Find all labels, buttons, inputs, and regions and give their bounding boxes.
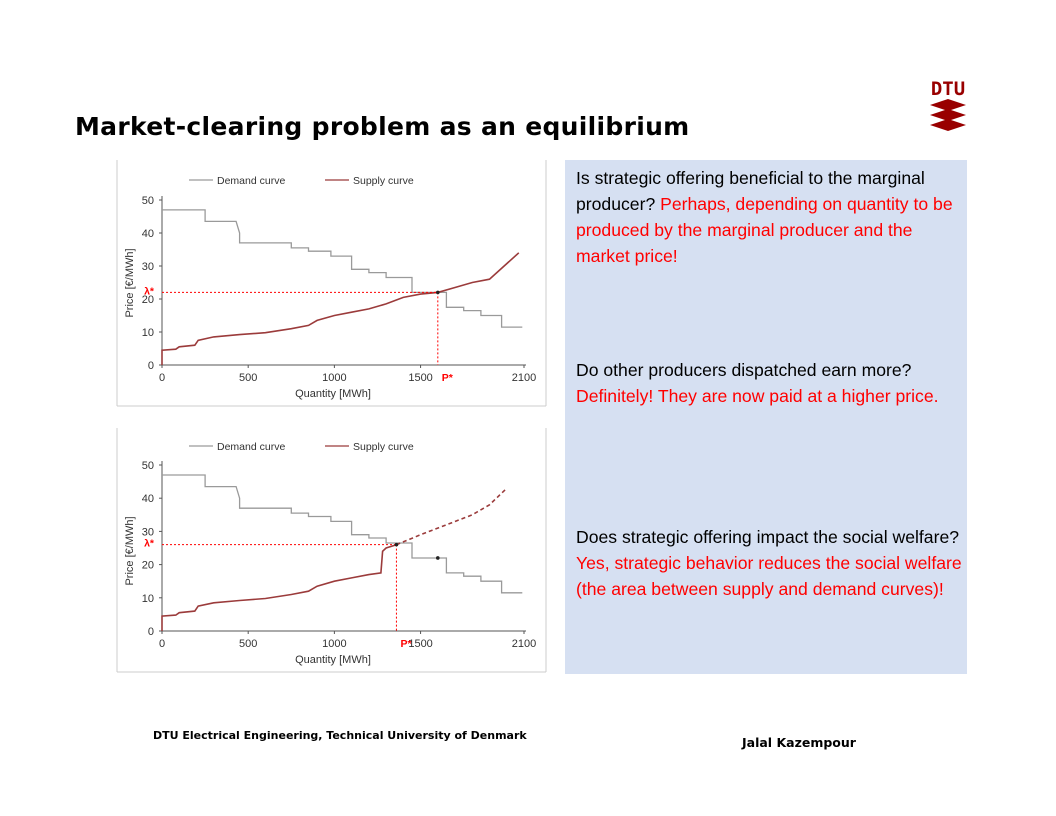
supply-curve-line (161, 252, 520, 365)
question-text: Do other producers dispatched earn more? (576, 360, 912, 380)
question-text: Is strategic offering beneficial to the … (576, 168, 925, 214)
x-tick-label: 2100 (512, 372, 536, 384)
x-tick-label: 2100 (512, 638, 536, 650)
previous-clearing-point (436, 556, 440, 560)
y-tick-label: 40 (142, 493, 154, 505)
footer-institution: DTU Electrical Engineering, Technical Un… (153, 729, 527, 742)
qa-item-strategic-offering: Is strategic offering beneficial to the … (576, 165, 964, 269)
dtu-logo: DTU (928, 76, 968, 136)
p-star-label: P* (442, 372, 454, 384)
supply-curve-strategic-dashed (396, 487, 508, 546)
legend-demand-label: Demand curve (217, 175, 285, 187)
x-tick-label: 500 (239, 372, 257, 384)
y-tick-label: 20 (142, 560, 154, 572)
logo-chevrons-icon (930, 99, 966, 131)
footer-author: Jalal Kazempour (742, 735, 856, 750)
logo-text: DTU (931, 78, 965, 100)
question-text: Does strategic offering impact the socia… (576, 527, 960, 547)
y-tick-label: 30 (142, 526, 154, 538)
y-tick-label: 0 (148, 360, 154, 372)
answer-text: Definitely! They are now paid at a highe… (576, 386, 939, 406)
x-tick-label: 1500 (408, 638, 432, 650)
chart-strategic-equilibrium: Demand curve Supply curve Quantity [MWh]… (115, 428, 547, 676)
chart-original-equilibrium: Demand curve Supply curve Quantity [MWh]… (115, 160, 547, 412)
demand-curve-line (162, 209, 523, 328)
x-tick-label: 1000 (322, 638, 346, 650)
x-axis-label: Quantity [MWh] (295, 388, 371, 400)
x-tick-label: 1500 (408, 372, 432, 384)
p-star-label: P* (400, 638, 412, 650)
x-tick-label: 0 (159, 372, 165, 384)
y-tick-label: 20 (142, 294, 154, 306)
x-tick-label: 500 (239, 638, 257, 650)
y-axis-label: Price [€/MWh] (124, 248, 136, 317)
qa-item-social-welfare: Does strategic offering impact the socia… (576, 524, 964, 602)
lambda-star-label: λ* (144, 538, 155, 550)
lambda-star-label: λ* (144, 285, 155, 297)
legend-demand-label: Demand curve (217, 441, 285, 453)
x-tick-label: 1000 (322, 372, 346, 384)
legend-supply-label: Supply curve (353, 441, 414, 453)
y-axis-label: Price [€/MWh] (124, 516, 136, 585)
explanation-panel: Is strategic offering beneficial to the … (565, 160, 967, 674)
x-axis-label: Quantity [MWh] (295, 654, 371, 666)
demand-curve-line (162, 474, 523, 594)
supply-curve-line (161, 543, 397, 631)
chart-1-svg: Demand curve Supply curve Quantity [MWh]… (116, 160, 547, 407)
x-tick-label: 0 (159, 638, 165, 650)
y-tick-label: 30 (142, 261, 154, 273)
chart-2-svg: Demand curve Supply curve Quantity [MWh]… (116, 428, 547, 673)
clearing-point (436, 290, 440, 295)
clearing-point (394, 542, 399, 547)
y-tick-label: 50 (142, 460, 154, 472)
slide-title: Market-clearing problem as an equilibriu… (75, 112, 690, 141)
y-tick-label: 50 (142, 195, 154, 207)
y-tick-label: 0 (148, 626, 154, 638)
answer-text: Yes, strategic behavior reduces the soci… (576, 553, 962, 599)
legend-supply-label: Supply curve (353, 175, 414, 187)
y-tick-label: 10 (142, 327, 154, 339)
y-tick-label: 10 (142, 593, 154, 605)
answer-text: Perhaps, depending on quantity to be pro… (576, 194, 953, 266)
qa-item-other-producers: Do other producers dispatched earn more?… (576, 357, 964, 409)
y-tick-label: 40 (142, 228, 154, 240)
